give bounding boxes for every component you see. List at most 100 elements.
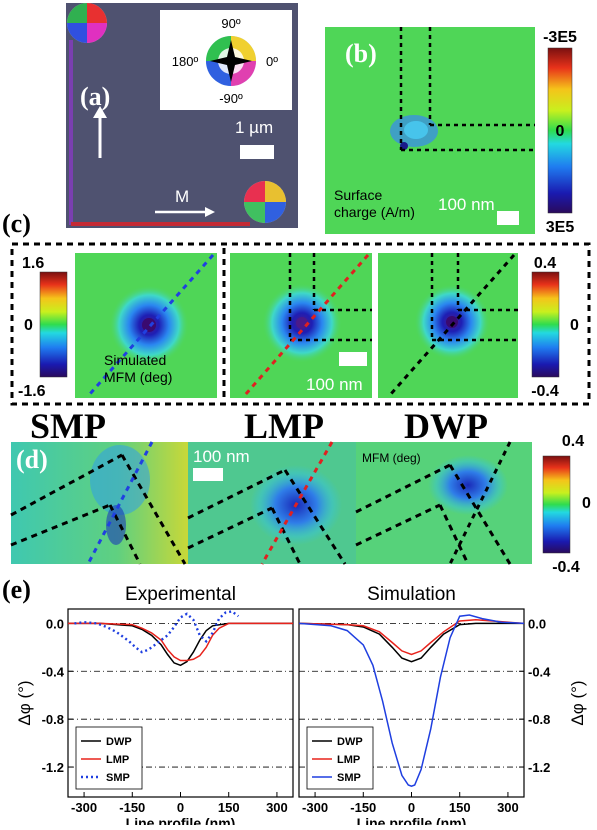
panel-b: (b) Surface charge (A/m) 100 nm -3E5 0 3…	[325, 27, 577, 236]
panel-c-label: (c)	[2, 209, 31, 238]
panel-d-scale-label: 100 nm	[193, 447, 250, 466]
panel-d-colorbar-mid: 0	[582, 495, 591, 512]
lmp-profile-line	[243, 254, 370, 396]
chart-experimental: Experimental 0.0 -0.4 -0.8 -1.2 -300 -150 0 150 3…	[15, 584, 294, 830]
compass-label-bottom: -90º	[219, 91, 243, 106]
chart-simulation: Simulation 0.0 -0.4 -0.8 -1.2 -300 -150 0 150 300…	[298, 584, 587, 830]
legend-label: LMP	[337, 754, 360, 766]
y-tick-label: -1.2	[42, 760, 64, 775]
panel-c-colorbar-left-bottom: -1.6	[18, 383, 46, 400]
panel-a-label: (a)	[80, 82, 110, 111]
smp-profile-line	[87, 254, 215, 396]
y-axis-label: Δφ (°)	[568, 680, 587, 725]
panel-b-caption-line1: Surface	[334, 187, 382, 203]
chart-frame	[67, 608, 294, 798]
panel-b-scale-label: 100 nm	[438, 195, 495, 214]
panel-d-caption: MFM (deg)	[362, 451, 421, 465]
x-tick-label: 300	[266, 800, 288, 815]
panel-a-scale-label: 1 µm	[235, 118, 273, 137]
y-tick-label: -0.8	[42, 712, 64, 727]
x-tick-label: 0	[408, 800, 415, 815]
legend-label: SMP	[337, 772, 361, 784]
panel-c-caption-line1: Simulated	[104, 352, 166, 368]
panel-c-colorbar-right-top: 0.4	[534, 255, 556, 272]
chart-title: Simulation	[367, 584, 456, 605]
panel-c-colorbar-left	[39, 271, 68, 378]
compass-label-left: 180º	[172, 54, 199, 69]
series-line-smp	[74, 610, 240, 654]
panel-d: (d) 100 nm	[10, 433, 591, 576]
y-tick-label: -0.8	[528, 712, 550, 727]
chart-frame	[298, 608, 525, 798]
panel-d-dwp-map: MFM (deg)	[355, 441, 532, 565]
lmp-exp-profile-line	[260, 441, 334, 565]
panel-c-colorbar-right	[531, 271, 560, 378]
panel-b-colorbar	[547, 47, 573, 214]
panel-a-scale-bar	[240, 145, 274, 159]
dwp-exp-profile-line	[448, 441, 512, 565]
y-tick-label: -0.4	[42, 664, 65, 679]
x-axis-label: Line profile (nm)	[126, 815, 236, 825]
panel-c-frame	[10, 242, 591, 406]
series-line-dwp	[68, 622, 293, 667]
panel-d-colorbar	[542, 455, 571, 554]
panel-c-smp-map: Simulated MFM (deg)	[75, 253, 217, 398]
x-tick-label: 150	[449, 800, 471, 815]
legend-label: DWP	[106, 736, 132, 748]
x-tick-label: -150	[350, 800, 376, 815]
x-tick-label: -300	[71, 800, 97, 815]
y-axis-label: Δφ (°)	[15, 680, 34, 725]
panel-c-colorbar-left-top: 1.6	[22, 255, 44, 272]
title-dwp: DWP	[404, 406, 488, 446]
panel-d-colorbar-top: 0.4	[562, 433, 584, 450]
panel-d-colorbar-bottom: -0.4	[552, 559, 580, 576]
panel-c-colorbar-right-mid: 0	[570, 317, 579, 334]
panel-b-colorbar-top: -3E5	[543, 29, 577, 46]
chart-title: Experimental	[125, 584, 236, 605]
panel-d-scale-bar	[193, 468, 223, 481]
panel-c-dwp-map	[378, 253, 518, 398]
panel-b-colorbar-bottom: 3E5	[546, 219, 575, 236]
panel-d-label: (d)	[16, 445, 48, 474]
y-tick-label: 0.0	[46, 616, 64, 631]
compass-label-right: 0º	[266, 54, 278, 69]
color-wheel-bottom-right	[244, 181, 286, 223]
panel-d-smp-map: (d)	[10, 441, 188, 565]
series-line-dwp	[298, 622, 524, 663]
x-axis-label: Line profile (nm)	[357, 815, 467, 825]
x-tick-label: 0	[177, 800, 184, 815]
m-label: M	[175, 187, 189, 206]
panel-c-scale-label: 100 nm	[306, 375, 363, 394]
x-tick-label: -150	[119, 800, 145, 815]
compass-label-top: 90º	[221, 16, 240, 31]
title-lmp: LMP	[244, 406, 324, 446]
m-arrowhead-icon	[205, 207, 215, 217]
series-line-lmp	[68, 622, 293, 662]
panel-c-colorbar-left-mid: 0	[24, 317, 33, 334]
y-tick-label: -0.4	[528, 664, 551, 679]
x-tick-label: 300	[497, 800, 519, 815]
panel-b-outline	[399, 27, 535, 152]
color-wheel-top-left	[67, 3, 107, 43]
legend-box	[75, 726, 143, 790]
panel-b-colorbar-mid: 0	[556, 123, 565, 140]
x-tick-label: -300	[302, 800, 328, 815]
compass-wheel-icon	[206, 36, 256, 86]
panel-e-label: (e)	[2, 575, 31, 604]
panel-a: (a) 90º 180º 0º -90º 1 µm M	[66, 3, 298, 228]
panel-b-label: (b)	[345, 39, 377, 68]
dwp-profile-line	[388, 254, 516, 396]
up-arrowhead-icon	[93, 106, 107, 118]
legend-label: LMP	[106, 754, 129, 766]
panel-c-caption-line2: MFM (deg)	[104, 369, 172, 385]
panel-e-charts: Experimental 0.0 -0.4 -0.8 -1.2 -300 -150 0 150 3…	[15, 584, 587, 830]
y-tick-label: -1.2	[528, 760, 550, 775]
panel-b-caption-line2: charge (A/m)	[334, 204, 415, 220]
panel-b-scale-bar	[497, 211, 519, 225]
legend-label: SMP	[106, 772, 130, 784]
series-line-smp	[298, 614, 525, 788]
y-tick-label: 0.0	[528, 616, 546, 631]
x-tick-label: 150	[218, 800, 240, 815]
panel-c-colorbar-right-bottom: -0.4	[531, 383, 559, 400]
